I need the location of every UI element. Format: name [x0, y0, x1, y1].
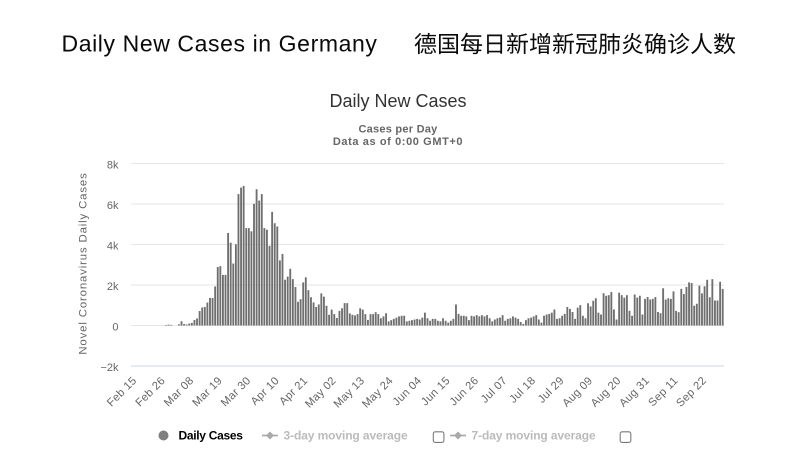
svg-text:2k: 2k [107, 281, 119, 293]
svg-text:Daily Cases: Daily Cases [179, 429, 244, 443]
svg-text:−2k: −2k [100, 362, 119, 374]
svg-text:6k: 6k [107, 200, 119, 212]
svg-text:Cases per Day: Cases per Day [358, 123, 438, 135]
svg-text:Novel Coronavirus Daily Cases: Novel Coronavirus Daily Cases [78, 172, 90, 354]
svg-text:8k: 8k [107, 159, 119, 171]
svg-text:7-day moving average: 7-day moving average [472, 429, 596, 443]
svg-text:3-day moving average: 3-day moving average [284, 429, 408, 443]
svg-text:0: 0 [112, 321, 118, 333]
svg-text:Daily New Cases in Germany: Daily New Cases in Germany [62, 30, 378, 56]
svg-text:4k: 4k [107, 240, 119, 252]
svg-text:Data as of 0:00 GMT+0: Data as of 0:00 GMT+0 [333, 136, 463, 148]
svg-text:Daily New Cases: Daily New Cases [329, 91, 466, 111]
